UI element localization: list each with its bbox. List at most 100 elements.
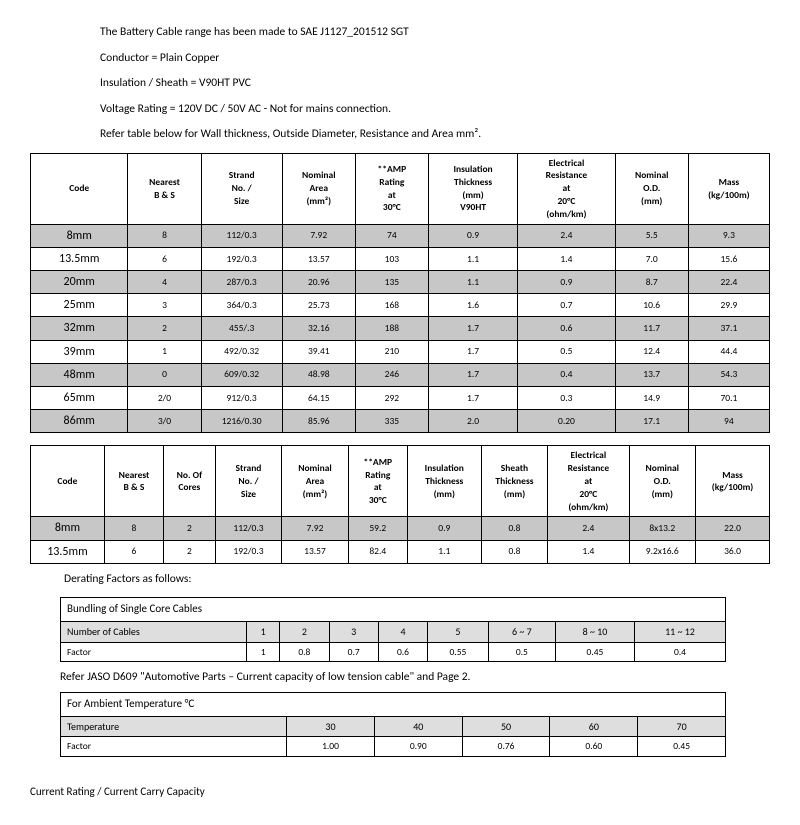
data-cell: 135 (355, 271, 428, 294)
data-cell: 1.4 (518, 247, 615, 270)
data-cell: 1.1 (428, 247, 517, 270)
data-cell: 39.41 (282, 340, 355, 363)
table-row: 25mm3364/0.325.731681.60.710.629.9 (31, 294, 770, 317)
table-row: 8mm8112/0.37.92740.92.45.59.3 (31, 224, 770, 247)
code-cell: 86mm (31, 410, 128, 433)
data-cell: Temperature (61, 716, 287, 737)
data-cell: 2.4 (518, 224, 615, 247)
col-header: InsulationThickness (mm) V90HT (428, 153, 517, 224)
col-header: NominalO.D. (mm) (615, 153, 688, 224)
intro-line-3: Insulation / Sheath = V90HT PVC (30, 76, 770, 92)
col-header: NearestB & S (104, 446, 163, 517)
data-cell: 0.8 (481, 540, 548, 563)
data-cell: 0.7 (329, 642, 378, 662)
data-cell: 29.9 (688, 294, 769, 317)
table-row: 65mm2/0912/0.364.152921.70.314.970.1 (31, 386, 770, 409)
table-row: Factor1.000.900.760.600.45 (61, 737, 726, 757)
data-cell: 912/0.3 (201, 386, 282, 409)
data-cell: 4 (378, 622, 427, 643)
data-cell: Factor (61, 642, 247, 662)
col-header: ElectricalResistanceat 20°C (ohm/km) (518, 153, 615, 224)
data-cell: 25.73 (282, 294, 355, 317)
data-cell: 192/0.3 (215, 540, 282, 563)
data-cell: 3 (128, 294, 201, 317)
data-cell: 492/0.32 (201, 340, 282, 363)
data-cell: 54.3 (688, 363, 769, 386)
data-cell: 1216/0.30 (201, 410, 282, 433)
data-cell: 64.15 (282, 386, 355, 409)
data-cell: 2 (128, 317, 201, 340)
data-cell: 0.60 (550, 737, 638, 757)
col-header: **AMPRatingat 30°C (348, 446, 407, 517)
data-cell: 0 (128, 363, 201, 386)
col-header: **AMPRatingat 30°C (355, 153, 428, 224)
data-cell: 0.6 (378, 642, 427, 662)
col-header: SheathThickness (mm) (481, 446, 548, 517)
data-cell: 188 (355, 317, 428, 340)
col-header: StrandNo. /Size (201, 153, 282, 224)
data-cell: 22.0 (696, 517, 770, 540)
col-header: InsulationThickness (mm) (407, 446, 481, 517)
data-cell: 94 (688, 410, 769, 433)
col-header: Mass (kg/100m) (696, 446, 770, 517)
table-row: 13.5mm62192/0.313.5782.41.10.81.49.2x16.… (31, 540, 770, 563)
data-cell: 335 (355, 410, 428, 433)
data-cell: 0.9 (428, 224, 517, 247)
data-cell: 59.2 (348, 517, 407, 540)
data-cell: 8 (128, 224, 201, 247)
data-cell: 2 (280, 622, 329, 643)
data-cell: 0.5 (518, 340, 615, 363)
data-cell: 74 (355, 224, 428, 247)
data-cell: 10.6 (615, 294, 688, 317)
table-row: Factor10.80.70.60.550.50.450.4 (61, 642, 726, 662)
intro-line-5: Refer table below for Wall thickness, Ou… (30, 127, 770, 143)
code-cell: 65mm (31, 386, 128, 409)
data-cell: 5 (428, 622, 489, 643)
code-cell: 25mm (31, 294, 128, 317)
data-cell: 0.4 (634, 642, 725, 662)
data-cell: 609/0.32 (201, 363, 282, 386)
data-cell: 9.3 (688, 224, 769, 247)
data-cell: 70 (638, 716, 726, 737)
data-cell: 168 (355, 294, 428, 317)
data-cell: 37.1 (688, 317, 769, 340)
data-cell: 13.57 (282, 247, 355, 270)
col-header: ElectricalResistanceat 20°C (ohm/km) (548, 446, 629, 517)
code-cell: 13.5mm (31, 540, 105, 563)
table-row: 86mm3/01216/0.3085.963352.00.2017.194 (31, 410, 770, 433)
data-cell: 12.4 (615, 340, 688, 363)
data-cell: Factor (61, 737, 287, 757)
data-cell: 70.1 (688, 386, 769, 409)
data-cell: 2 (164, 540, 216, 563)
data-cell: 20.96 (282, 271, 355, 294)
table-row: Temperature3040506070 (61, 716, 726, 737)
code-cell: 8mm (31, 517, 105, 540)
data-cell: 1.7 (428, 386, 517, 409)
intro-line-4: Voltage Rating = 120V DC / 50V AC - Not … (30, 102, 770, 118)
data-cell: 0.7 (518, 294, 615, 317)
data-cell: 13.7 (615, 363, 688, 386)
data-cell: 0.9 (518, 271, 615, 294)
data-cell: 3 (329, 622, 378, 643)
table-row: 32mm2455/.332.161881.70.611.737.1 (31, 317, 770, 340)
data-cell: 0.45 (638, 737, 726, 757)
col-header: NominalO.D. (mm) (629, 446, 696, 517)
data-cell: 60 (550, 716, 638, 737)
spec-table-multi-core: CodeNearestB & SNo. OfCoresStrandNo. /Si… (30, 445, 770, 563)
data-cell: 287/0.3 (201, 271, 282, 294)
data-cell: 112/0.3 (215, 517, 282, 540)
data-cell: 0.6 (518, 317, 615, 340)
intro-line-2: Conductor = Plain Copper (30, 51, 770, 67)
data-cell: 0.3 (518, 386, 615, 409)
data-cell: 17.1 (615, 410, 688, 433)
data-cell: 22.4 (688, 271, 769, 294)
intro-block: The Battery Cable range has been made to… (30, 25, 770, 143)
table-row: Number of Cables123456 ~ 78 ~ 1011 ~ 12 (61, 622, 726, 643)
code-cell: 8mm (31, 224, 128, 247)
data-cell: Number of Cables (61, 622, 247, 643)
code-cell: 20mm (31, 271, 128, 294)
data-cell: 0.9 (407, 517, 481, 540)
data-cell: 6 ~ 7 (488, 622, 555, 643)
data-cell: 5.5 (615, 224, 688, 247)
data-cell: 8 (104, 517, 163, 540)
